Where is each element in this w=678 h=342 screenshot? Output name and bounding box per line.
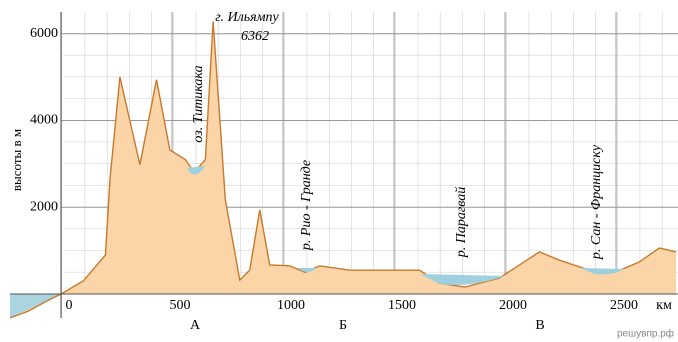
- y-tick-label: 4000: [30, 113, 58, 128]
- x-tick-label: 2500: [610, 298, 638, 313]
- region-label: А: [190, 318, 201, 333]
- y-axis-label: высоты в м: [9, 129, 24, 191]
- x-tick-label: 2000: [499, 298, 527, 313]
- x-unit: км: [656, 298, 672, 313]
- x-tick-label: 1000: [277, 298, 305, 313]
- river: [580, 268, 625, 275]
- x-tick-label: 1500: [388, 298, 416, 313]
- y-tick-label: 2000: [30, 199, 58, 214]
- annotation: р. Рио - Гранде: [299, 160, 314, 251]
- y-tick-label: 6000: [30, 26, 58, 41]
- annotation: 6362: [241, 29, 269, 44]
- watermark: решувпр.рф: [617, 328, 674, 340]
- river: [298, 268, 316, 272]
- river: [420, 274, 505, 285]
- profile-line: [9, 21, 677, 319]
- annotation: р. Сан - Франциску: [589, 144, 604, 260]
- x-tick-label: 0: [66, 298, 73, 313]
- area-fill: [10, 21, 676, 318]
- annotation: оз. Титикака: [191, 65, 206, 142]
- x-tick-label: 500: [170, 298, 191, 313]
- annotation: г. Ильямпу: [215, 10, 279, 25]
- annotation: р. Парагвай: [454, 187, 469, 259]
- region-label: В: [535, 318, 544, 333]
- lake: [187, 166, 205, 175]
- region-label: Б: [339, 318, 347, 333]
